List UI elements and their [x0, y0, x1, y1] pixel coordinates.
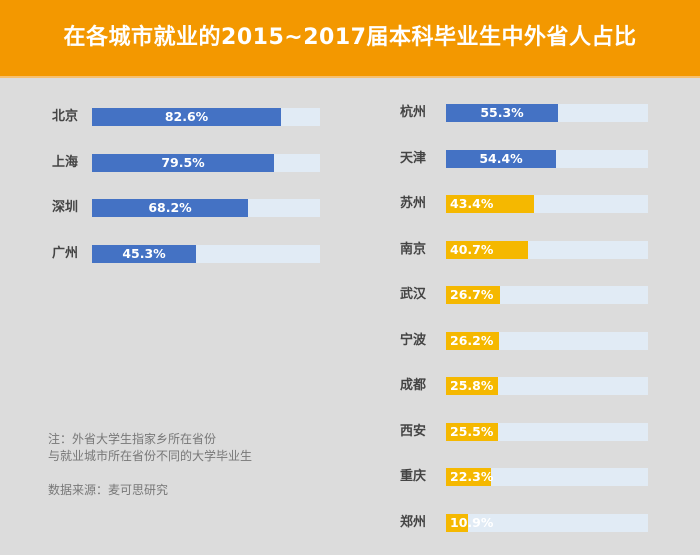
bar-row: 苏州 43.4% — [0, 195, 700, 213]
bar-track: 79.5% — [92, 153, 320, 172]
category-label: 苏州 — [400, 196, 427, 211]
bar-row: 上海 79.5% — [0, 153, 700, 172]
bar — [446, 513, 468, 532]
bar-track: 10.9% — [446, 513, 648, 532]
bar-track: 26.2% — [446, 331, 648, 350]
category-label: 上海 — [52, 154, 79, 170]
bar-row: 宁波 26.2% — [0, 331, 700, 350]
data-label: 25.8% — [450, 378, 494, 393]
data-label: 26.7% — [450, 287, 494, 302]
category-label: 成都 — [400, 378, 427, 393]
category-label: 深圳 — [52, 200, 79, 215]
bar — [92, 108, 281, 126]
category-label: 天津 — [400, 150, 427, 166]
bar-row: 深圳 68.2% — [0, 199, 700, 217]
bar — [92, 199, 248, 217]
bar-track: 45.3% — [92, 244, 320, 263]
data-label: 54.4% — [479, 150, 523, 166]
bar-row: 天津 54.4% — [0, 149, 700, 168]
bar-track: 54.4% — [446, 149, 648, 168]
data-label: 79.5% — [161, 154, 205, 170]
data-label: 22.3% — [450, 469, 494, 484]
data-label: 68.2% — [148, 200, 192, 215]
bar — [446, 377, 498, 395]
category-label: 宁波 — [400, 332, 427, 348]
category-label: 郑州 — [400, 514, 427, 530]
bar — [92, 244, 196, 263]
category-label: 南京 — [400, 241, 427, 257]
bar-row: 重庆 22.3% — [0, 468, 700, 486]
bar-track: 25.8% — [446, 377, 648, 395]
bar-track: 26.7% — [446, 286, 648, 304]
note-line-1: 注：外省大学生指家乡所在省份 — [48, 432, 217, 446]
data-label: 10.9% — [450, 514, 494, 530]
category-label: 西安 — [400, 423, 427, 439]
bar — [446, 286, 500, 304]
bar — [446, 149, 556, 168]
bar — [446, 104, 558, 122]
category-label: 武汉 — [400, 287, 427, 302]
bar — [92, 153, 274, 172]
bar-track: 40.7% — [446, 240, 648, 259]
bar-row: 郑州 10.9% — [0, 513, 700, 532]
data-label: 25.5% — [450, 423, 494, 439]
bar — [446, 422, 498, 441]
data-label: 43.4% — [450, 196, 494, 211]
data-label: 40.7% — [450, 241, 494, 257]
data-label: 82.6% — [164, 109, 209, 124]
chart-title: 在各城市就业的2015~2017届本科毕业生中外省人占比 — [63, 25, 637, 50]
bar-row: 南京 40.7% — [0, 240, 700, 259]
bar — [446, 331, 499, 350]
bar-track: 68.2% — [92, 199, 320, 217]
bar — [446, 240, 528, 259]
category-label: 广州 — [52, 245, 79, 261]
bar — [446, 468, 491, 486]
bar-row: 成都 25.8% — [0, 377, 700, 395]
data-source: 数据来源：麦可思研究 — [48, 483, 169, 497]
data-label: 45.3% — [122, 245, 166, 261]
bar-track: 55.3% — [446, 104, 648, 122]
bar-track: 43.4% — [446, 195, 648, 213]
header-banner: 在各城市就业的2015~2017届本科毕业生中外省人占比 — [0, 0, 700, 78]
bar-row: 武汉 26.7% — [0, 286, 700, 304]
bar-track: 25.5% — [446, 422, 648, 441]
category-label: 北京 — [52, 109, 79, 124]
bar-track: 82.6% — [92, 108, 320, 126]
note-line-2: 与就业城市所在省份不同的大学毕业生 — [48, 449, 253, 463]
bar-row: 北京 82.6% — [0, 108, 700, 126]
data-label: 55.3% — [480, 105, 524, 120]
bar-row: 西安 25.5% — [0, 422, 700, 441]
category-label: 杭州 — [400, 105, 427, 120]
bar-row: 杭州 55.3% — [0, 104, 700, 122]
category-label: 重庆 — [400, 469, 427, 484]
data-label: 26.2% — [450, 332, 494, 348]
bar — [446, 195, 534, 213]
bar-row: 广州 45.3% — [0, 244, 700, 263]
bar-track: 22.3% — [446, 468, 648, 486]
